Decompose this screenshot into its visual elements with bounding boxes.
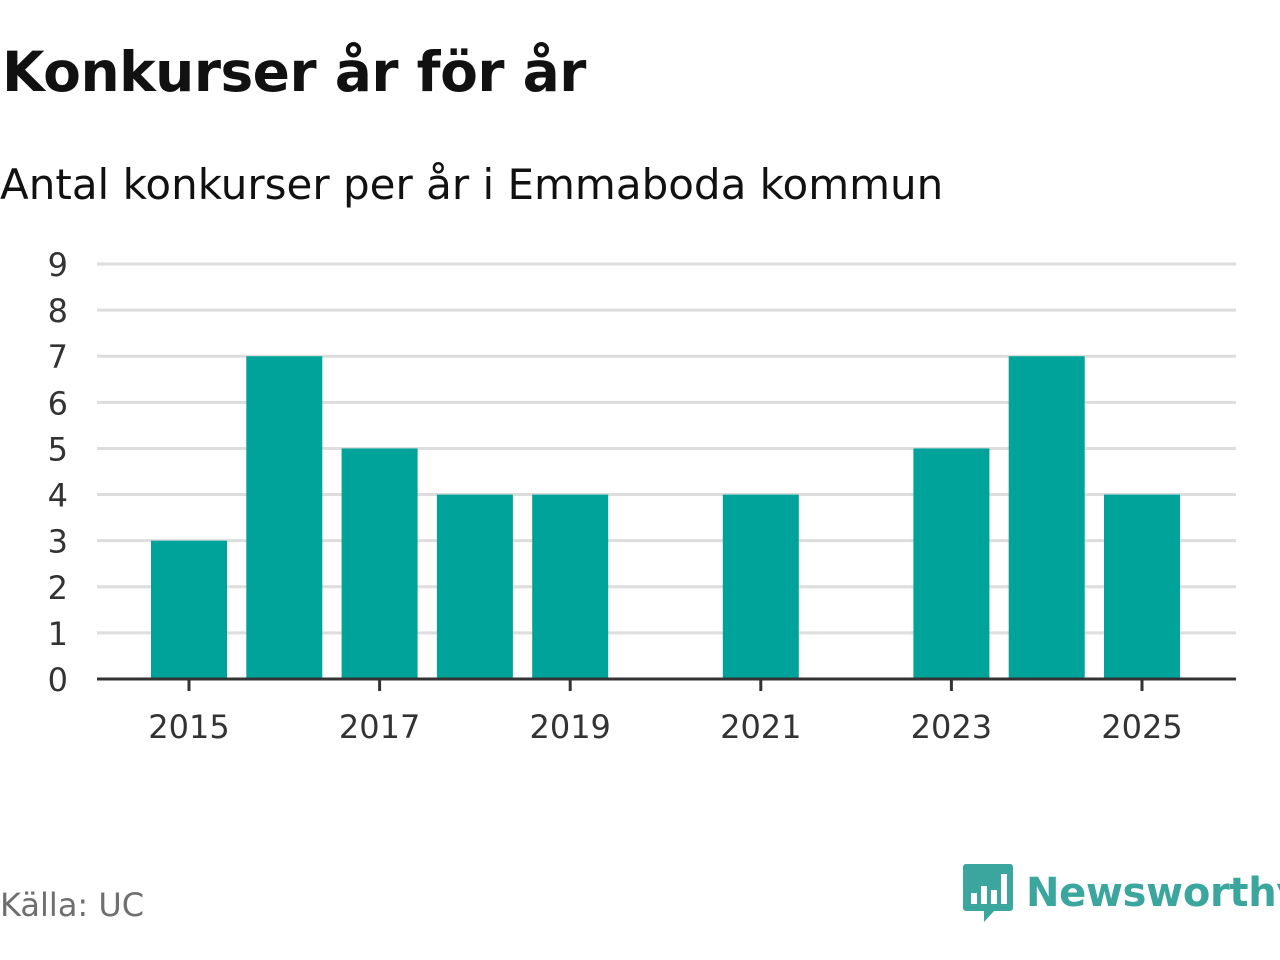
y-tick-label: 8	[48, 292, 68, 330]
bar-2016	[246, 356, 323, 679]
newsworthy-logo-text: Newsworthy	[1026, 870, 1280, 916]
y-tick-label: 2	[48, 569, 68, 607]
x-tick-labels: 2015 2017 2019 2021 2023 2025	[148, 708, 1182, 746]
newsworthy-logo-icon	[963, 864, 1013, 922]
chart-subtitle: Antal konkurser per år i Emmaboda kommun	[0, 160, 944, 209]
y-tick-labels: 0 1 2 3 4 5 6 7 8 9	[48, 246, 68, 699]
bar-2021	[722, 494, 799, 679]
bar-2025	[1104, 494, 1180, 679]
x-tick-label: 2023	[911, 708, 992, 746]
y-tick-label: 5	[48, 430, 68, 468]
bars	[151, 356, 1180, 679]
bar-2019	[532, 494, 609, 679]
y-tick-label: 3	[48, 523, 68, 561]
y-tick-label: 9	[48, 246, 68, 284]
x-tick-label: 2015	[148, 708, 229, 746]
bar-2015	[151, 540, 227, 679]
x-tick-label: 2017	[339, 708, 420, 746]
source-note: Källa: UC	[0, 886, 145, 924]
bar-2018	[436, 494, 513, 679]
chart-title: Konkurser år för år	[2, 40, 586, 104]
bar-2017	[341, 448, 418, 679]
y-tick-label: 7	[48, 338, 68, 376]
x-tick-label: 2019	[529, 708, 610, 746]
bar-2024	[1008, 356, 1085, 679]
y-tick-label: 1	[48, 615, 68, 653]
y-tick-label: 6	[48, 384, 68, 422]
bar-chart: 0 1 2 3 4 5 6 7 8 9 2015 2017 2019 2021 2023 2025	[48, 246, 1236, 746]
y-tick-label: 4	[48, 477, 68, 515]
x-tick-label: 2025	[1101, 708, 1182, 746]
newsworthy-logo: Newsworthy	[962, 862, 1280, 924]
x-tick-label: 2021	[720, 708, 801, 746]
bar-2023	[913, 448, 990, 679]
y-tick-label: 0	[48, 661, 68, 699]
axes	[97, 677, 1236, 691]
